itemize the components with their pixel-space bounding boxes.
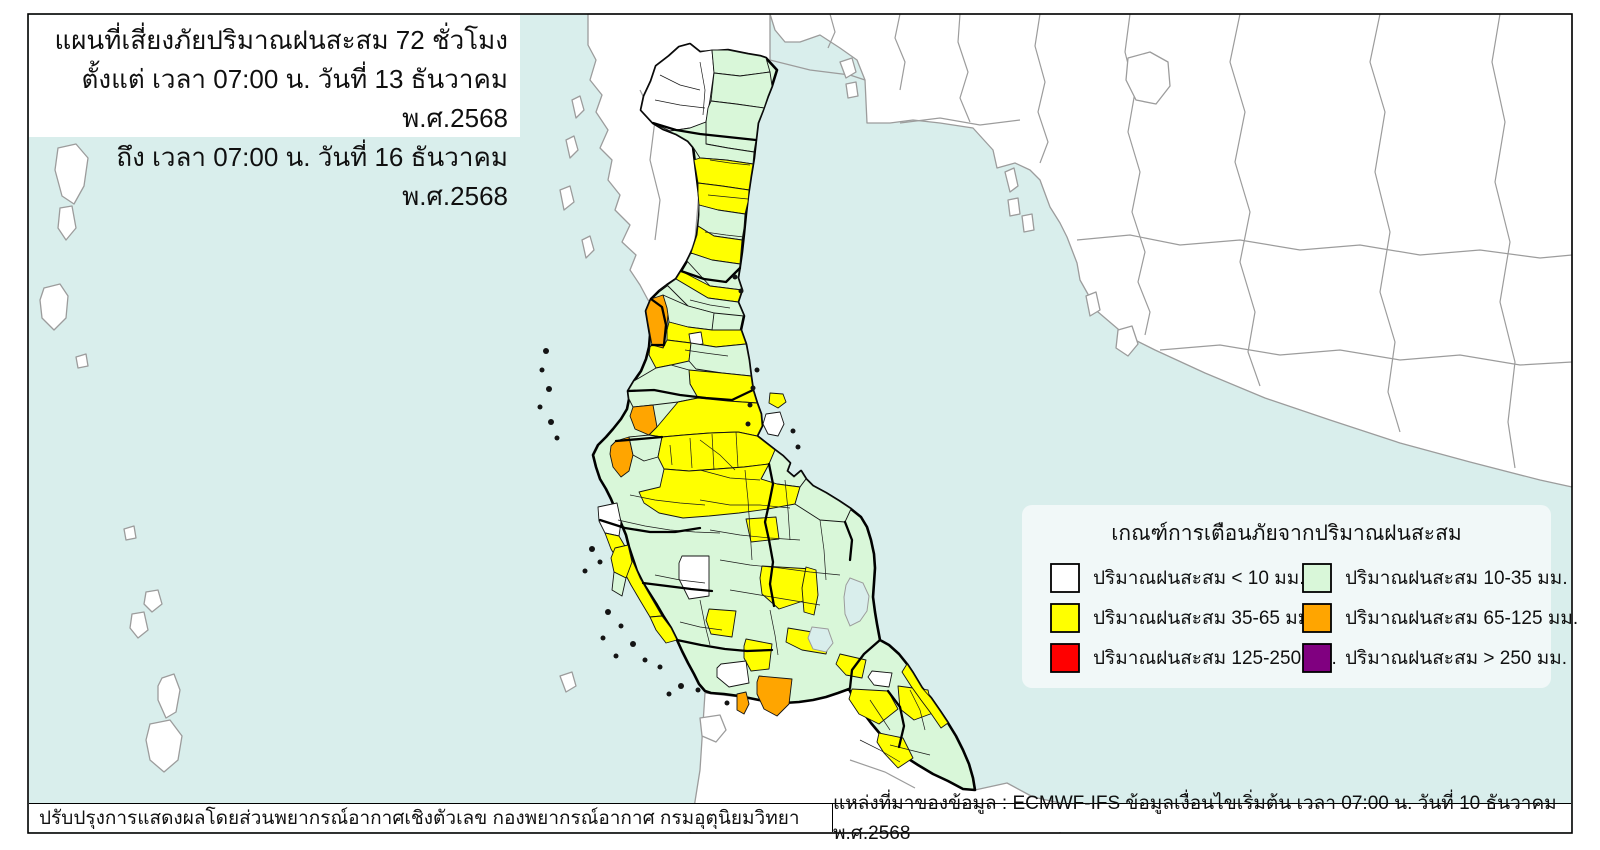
title-box: แผนที่เสี่ยงภัยปริมาณฝนสะสม 72 ชั่วโมง ต… (29, 15, 520, 211)
swatch-rect (1302, 643, 1332, 673)
legend-item-lt10: ปริมาณฝนสะสม < 10 มม. (1022, 558, 1305, 598)
legend-label: ปริมาณฝนสะสม < 10 มม. (1093, 568, 1305, 589)
legend-grid: ปริมาณฝนสะสม < 10 มม. ปริมาณฝนสะสม 10-35… (1022, 558, 1578, 678)
swatch-rect (1302, 603, 1332, 633)
legend-label: ปริมาณฝนสะสม 10-35 มม. (1345, 568, 1568, 589)
legend-label: ปริมาณฝนสะสม 35-65 มม. (1093, 608, 1316, 629)
legend-swatch-35-65 (1050, 603, 1080, 633)
footer-data-source: แหล่งที่มาของข้อมูล : ECMWF-IFS ข้อมูลเง… (832, 793, 1571, 844)
footer-credit: ปรับปรุงการแสดงผลโดยส่วนพยากรณ์อากาศเชิง… (39, 808, 800, 829)
legend-item-35-65: ปริมาณฝนสะสม 35-65 มม. (1022, 598, 1316, 638)
thai-islands (537, 274, 801, 715)
district-borders-mesh (617, 61, 931, 763)
legend-swatch-gt250 (1302, 643, 1332, 673)
legend-item-65-125: ปริมาณฝนสะสม 65-125 มม. (1274, 598, 1578, 638)
map-period-to: ถึง เวลา 07:00 น. วันที่ 16 ธันวาคม พ.ศ.… (116, 142, 508, 211)
songkhla-lagoon (807, 577, 870, 653)
legend-title: เกณฑ์การเตือนภัยจากปริมาณฝนสะสม (1111, 522, 1462, 545)
foreign-landmasses (587, 13, 1573, 834)
map-frame (27, 13, 1573, 834)
swatch-rect (1050, 563, 1080, 593)
swatch-rect (1050, 603, 1080, 633)
legend-swatch-65-125 (1302, 603, 1332, 633)
legend-label: ปริมาณฝนสะสม 65-125 มม. (1345, 608, 1579, 629)
offshore-islands (39, 51, 1171, 773)
legend-swatch-125-250 (1050, 643, 1080, 673)
legend-item-125-250: ปริมาณฝนสะสม 125-250 มม. (1022, 638, 1337, 678)
small-islets (537, 274, 801, 706)
footer-bar: ปรับปรุงการแสดงผลโดยส่วนพยากรณ์อากาศเชิง… (29, 793, 1571, 844)
central-thailand-landmass (769, 13, 1573, 488)
province-borders (598, 121, 906, 749)
legend-item-10-35: ปริมาณฝนสะสม 10-35 มม. (1274, 558, 1578, 598)
map-period-from: ตั้งแต่ เวลา 07:00 น. วันที่ 13 ธันวาคม … (81, 64, 508, 133)
legend-label: ปริมาณฝนสะสม > 250 มม. (1345, 648, 1568, 669)
legend-label: ปริมาณฝนสะสม 125-250 มม. (1093, 648, 1337, 669)
swatch-rect (1050, 643, 1080, 673)
legend-swatch-lt10 (1050, 563, 1080, 593)
swatch-rect (1302, 563, 1332, 593)
legend-panel: เกณฑ์การเตือนภัยจากปริมาณฝนสะสม ปริมาณฝน… (1022, 505, 1578, 688)
legend-item-gt250: ปริมาณฝนสะสม > 250 มม. (1274, 638, 1578, 678)
legend-swatch-10-35 (1302, 563, 1332, 593)
map-title: แผนที่เสี่ยงภัยปริมาณฝนสะสม 72 ชั่วโมง (54, 25, 508, 55)
